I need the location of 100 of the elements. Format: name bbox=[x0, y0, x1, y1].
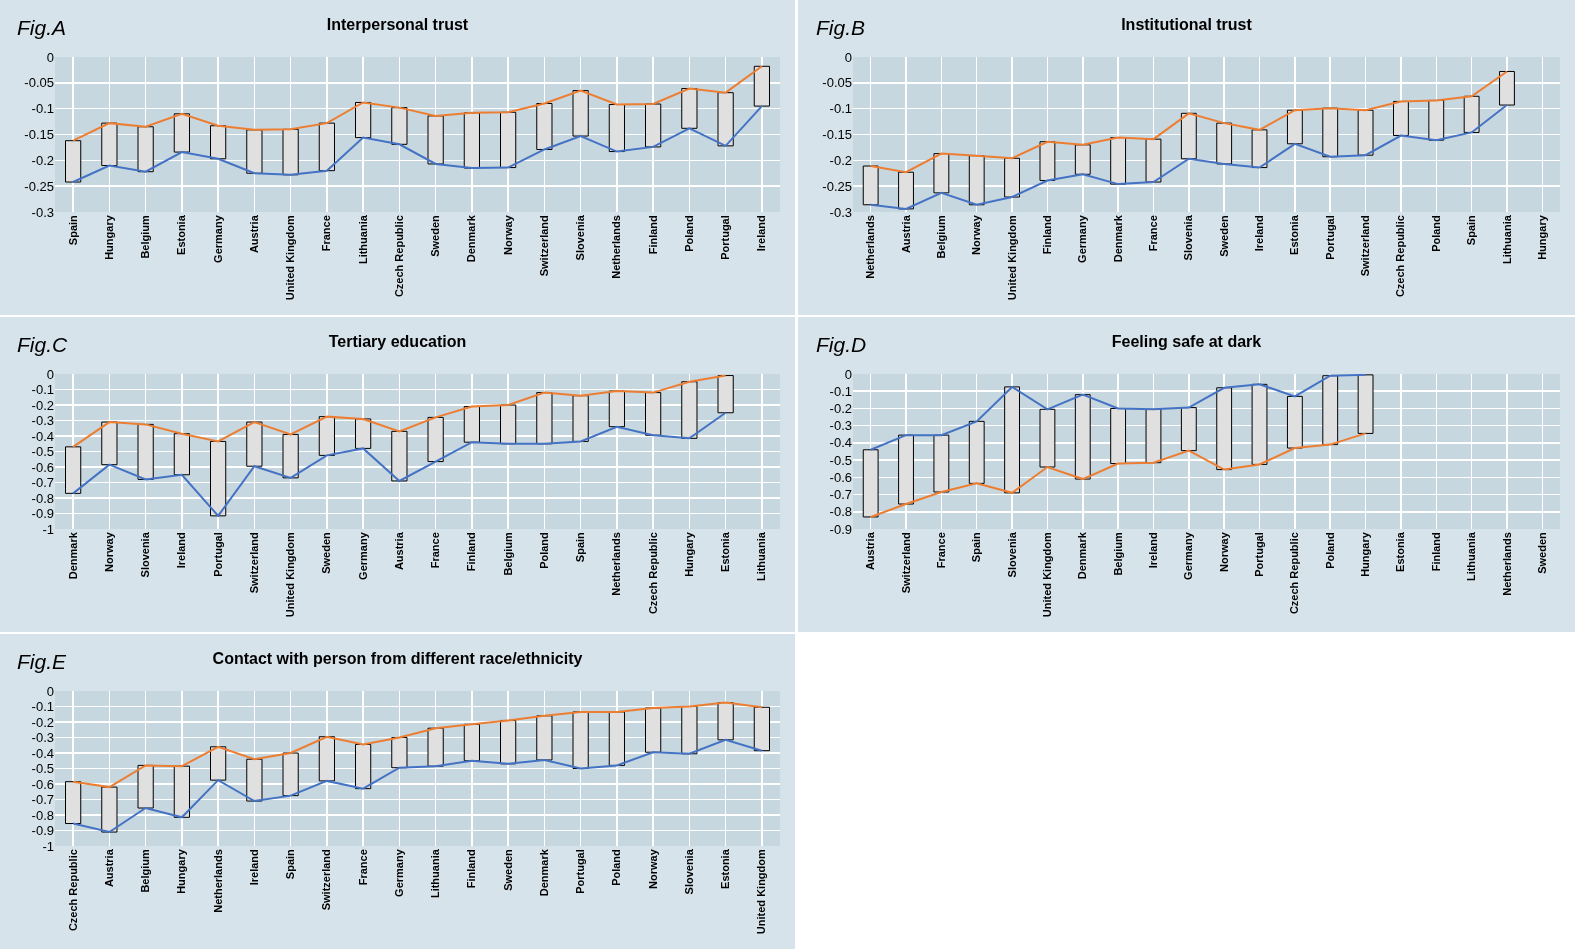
x-tick-label: Finland bbox=[1429, 532, 1442, 572]
bar bbox=[1216, 387, 1233, 471]
x-tick-label: Denmark bbox=[66, 531, 79, 580]
y-tick-label: -0.1 bbox=[31, 382, 54, 398]
bar bbox=[355, 101, 372, 139]
x-tick-label: Austria bbox=[247, 214, 260, 254]
bar bbox=[898, 171, 914, 210]
x-tick-label: Norway bbox=[1217, 531, 1230, 572]
bar bbox=[968, 420, 985, 484]
x-tick-label: Sweden bbox=[1217, 214, 1230, 257]
y-tick-label: 0 bbox=[46, 366, 54, 382]
x-tick-label: Austria bbox=[899, 214, 912, 254]
y-tick-label: -0.1 bbox=[829, 383, 852, 399]
y-tick-label: -0.15 bbox=[24, 127, 54, 143]
y-tick-label: -0.8 bbox=[829, 504, 852, 520]
x-tick-label: Portugal bbox=[1253, 532, 1266, 577]
bar bbox=[137, 126, 154, 173]
bar bbox=[717, 375, 734, 414]
bar bbox=[536, 103, 553, 150]
bar bbox=[246, 421, 263, 467]
bar bbox=[1286, 109, 1303, 145]
x-tick-label: Norway bbox=[970, 214, 983, 255]
y-tick-label: -1 bbox=[42, 521, 54, 537]
bar bbox=[318, 122, 335, 172]
y-tick-label: -0.7 bbox=[31, 475, 54, 491]
x-tick-label: Poland bbox=[537, 532, 550, 569]
x-tick-label: Spain bbox=[970, 531, 983, 563]
bar bbox=[1286, 395, 1303, 449]
x-tick-label: Belgium bbox=[139, 214, 152, 259]
line-series bbox=[869, 104, 1508, 210]
x-tick-label: Slovenia bbox=[1005, 531, 1018, 578]
x-tick-label: Ireland bbox=[1253, 215, 1266, 252]
y-tick-label: -0.2 bbox=[31, 714, 54, 730]
y-tick-label: -0.6 bbox=[31, 459, 54, 475]
x-tick-label: United Kingdom bbox=[755, 848, 768, 935]
bar bbox=[391, 107, 408, 145]
bar bbox=[282, 752, 299, 797]
x-tick-label: Slovenia bbox=[574, 214, 587, 261]
text: Fig.E bbox=[17, 650, 68, 673]
bar bbox=[101, 786, 118, 833]
x-tick-label: United Kingdom bbox=[284, 214, 297, 301]
bar bbox=[1428, 99, 1445, 141]
x-tick-label: Czech Republic bbox=[1288, 532, 1301, 615]
bar bbox=[137, 423, 154, 480]
x-tick-label: Estonia bbox=[1394, 531, 1407, 572]
bar bbox=[862, 449, 879, 518]
y-tick-label: -0.4 bbox=[31, 428, 54, 444]
bar bbox=[355, 743, 372, 790]
y-tick-label: -0.2 bbox=[31, 397, 54, 413]
x-tick-label: Spain bbox=[66, 214, 79, 246]
x-tick-label: Finland bbox=[465, 849, 478, 889]
line-series bbox=[869, 374, 1367, 451]
x-tick-label: Estonia bbox=[719, 848, 732, 889]
line-series bbox=[72, 374, 727, 448]
x-tick-label: Lithuania bbox=[755, 531, 768, 582]
x-tick-label: Denmark bbox=[1111, 214, 1124, 263]
chart-title: Interpersonal trust bbox=[326, 16, 469, 34]
bar bbox=[1216, 122, 1233, 165]
bar bbox=[1110, 137, 1127, 185]
x-tick-label: Czech Republic bbox=[66, 849, 79, 932]
line-series bbox=[72, 65, 763, 142]
x-tick-label: Hungary bbox=[1359, 531, 1372, 577]
y-tick-label: -0.3 bbox=[31, 204, 54, 220]
x-tick-label: Belgium bbox=[501, 531, 514, 576]
text: Fig.C bbox=[17, 333, 69, 356]
x-tick-label: Estonia bbox=[175, 214, 188, 255]
chart-title: Feeling safe at dark bbox=[1111, 333, 1262, 351]
x-tick-label: Sweden bbox=[1535, 531, 1548, 574]
x-tick-label: Portugal bbox=[574, 849, 587, 894]
y-tick-label: -0.9 bbox=[31, 823, 54, 839]
x-tick-label: Netherlands bbox=[610, 215, 623, 279]
y-tick-label: -0.25 bbox=[24, 178, 54, 194]
x-tick-label: Poland bbox=[682, 215, 695, 252]
y-tick-label: -0.2 bbox=[829, 400, 852, 416]
y-tick-label: -0.1 bbox=[829, 101, 852, 117]
x-tick-label: Lithuania bbox=[356, 214, 369, 265]
bar bbox=[1145, 408, 1162, 464]
bar bbox=[65, 781, 82, 825]
y-tick-label: -0.2 bbox=[829, 152, 852, 168]
bar bbox=[862, 165, 879, 206]
x-tick-label: Switzerland bbox=[320, 849, 333, 911]
x-tick-label: Netherlands bbox=[610, 532, 623, 596]
bar bbox=[391, 737, 408, 769]
x-tick-label: Ireland bbox=[755, 215, 768, 252]
x-tick-label: Poland bbox=[1323, 532, 1336, 569]
line-series bbox=[72, 411, 727, 517]
bar bbox=[391, 430, 408, 482]
x-tick-label: Finland bbox=[646, 215, 659, 255]
bar bbox=[753, 65, 770, 107]
bar bbox=[427, 727, 444, 767]
x-tick-label: Denmark bbox=[537, 848, 550, 897]
x-tick-label: Lithuania bbox=[429, 848, 442, 899]
y-tick-label: -0.3 bbox=[31, 730, 54, 746]
bar bbox=[898, 434, 914, 505]
line-series bbox=[72, 701, 763, 789]
bar bbox=[572, 395, 589, 442]
x-tick-label: Czech Republic bbox=[1394, 215, 1407, 298]
bar bbox=[1180, 112, 1197, 160]
line-series bbox=[72, 105, 763, 184]
bar bbox=[933, 434, 950, 493]
